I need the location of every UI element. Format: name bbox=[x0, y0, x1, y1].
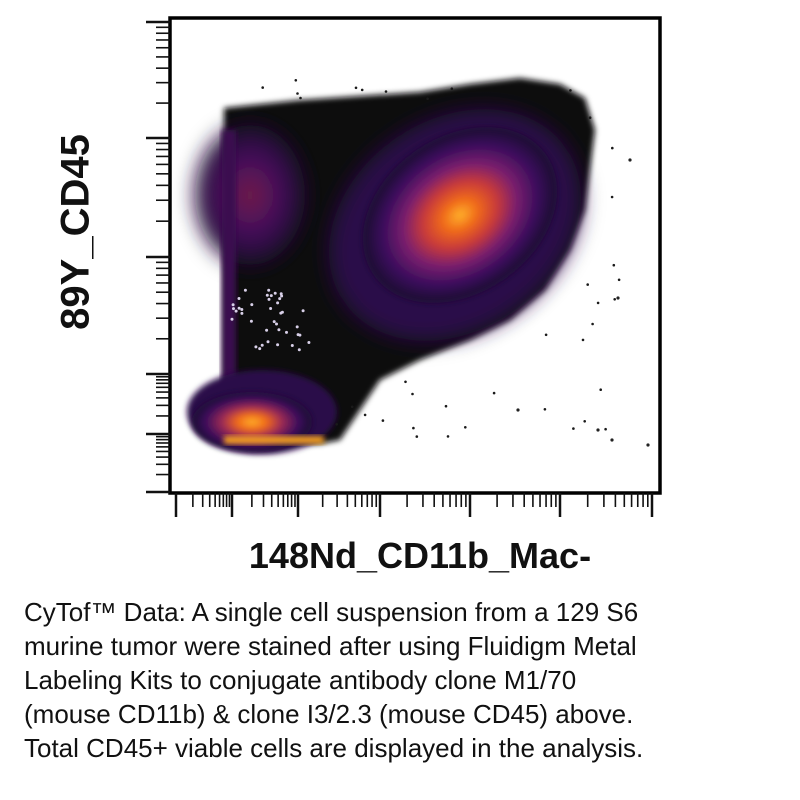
plot-frame bbox=[168, 16, 662, 495]
event-dot bbox=[586, 283, 589, 286]
event-dot bbox=[261, 86, 265, 89]
event-dot bbox=[583, 420, 586, 423]
caption-line: CyTof™ Data: A single cell suspension fr… bbox=[24, 597, 639, 627]
event-dot bbox=[307, 341, 311, 344]
event-dot bbox=[276, 343, 280, 347]
event-dot bbox=[265, 328, 269, 332]
event-dot bbox=[296, 92, 299, 95]
event-dot bbox=[266, 340, 270, 344]
event-dot bbox=[269, 307, 273, 310]
event-dot bbox=[280, 310, 284, 314]
event-dot bbox=[267, 288, 271, 292]
event-dot bbox=[569, 89, 572, 92]
event-dot bbox=[628, 158, 632, 162]
event-dot bbox=[610, 438, 614, 442]
event-dot bbox=[450, 87, 454, 90]
density-layer bbox=[187, 78, 595, 454]
x-axis-ticks bbox=[174, 493, 654, 517]
figure-caption: CyTof™ Data: A single cell suspension fr… bbox=[24, 595, 784, 765]
event-dot bbox=[276, 301, 280, 305]
event-dot bbox=[249, 319, 253, 323]
y-axis-label: 89Y_CD45 bbox=[53, 134, 98, 330]
event-dot bbox=[272, 320, 276, 324]
event-dot bbox=[412, 426, 415, 430]
event-dot bbox=[411, 392, 414, 396]
event-dot bbox=[613, 298, 616, 301]
event-dot bbox=[616, 296, 620, 300]
event-dot bbox=[273, 291, 277, 295]
event-dot bbox=[232, 307, 235, 311]
event-dot bbox=[588, 116, 592, 119]
event-dot bbox=[596, 301, 600, 305]
y-axis-ticks bbox=[146, 20, 170, 494]
event-dot bbox=[290, 344, 294, 347]
event-dot bbox=[360, 88, 364, 92]
event-dot bbox=[444, 404, 448, 408]
event-dot bbox=[267, 297, 271, 301]
event-dot bbox=[426, 97, 429, 100]
event-dot bbox=[278, 297, 282, 301]
event-dot bbox=[599, 388, 602, 392]
event-dot bbox=[240, 308, 244, 311]
event-dot bbox=[610, 195, 614, 199]
event-dot bbox=[237, 297, 241, 300]
event-dot bbox=[279, 292, 283, 296]
event-dot bbox=[384, 90, 388, 93]
event-dot bbox=[591, 322, 594, 326]
event-dot bbox=[404, 380, 407, 384]
event-dot bbox=[350, 405, 354, 409]
event-dot bbox=[299, 96, 302, 100]
event-dot bbox=[464, 426, 467, 429]
event-dot bbox=[294, 79, 298, 82]
event-dot bbox=[277, 328, 281, 332]
event-dot bbox=[297, 348, 301, 352]
event-dot bbox=[275, 322, 278, 326]
x-axis-label: 148Nd_CD11b_Mac- bbox=[248, 535, 592, 576]
event-dot bbox=[237, 306, 241, 310]
event-dot bbox=[335, 423, 339, 426]
event-dot bbox=[516, 408, 520, 412]
event-dot bbox=[363, 413, 367, 417]
event-dot bbox=[258, 347, 262, 351]
event-dot bbox=[240, 311, 244, 315]
event-dot bbox=[269, 294, 273, 298]
event-dot bbox=[596, 428, 600, 432]
event-dot bbox=[250, 303, 254, 307]
event-dot bbox=[646, 443, 650, 447]
left-edge-band bbox=[222, 130, 236, 430]
event-dot bbox=[415, 435, 419, 438]
event-dot bbox=[285, 330, 288, 334]
left-cluster bbox=[195, 125, 305, 265]
event-dot bbox=[234, 309, 238, 313]
event-dot bbox=[612, 263, 616, 267]
event-dot bbox=[295, 325, 299, 329]
event-dot bbox=[301, 309, 305, 313]
event-dot bbox=[381, 419, 385, 422]
caption-line: Total CD45+ viable cells are displayed i… bbox=[24, 733, 644, 763]
event-dot bbox=[611, 146, 614, 150]
event-dot bbox=[604, 427, 607, 431]
event-dot bbox=[543, 408, 547, 411]
caption-line: murine tumor were stained after using Fl… bbox=[24, 631, 637, 661]
event-dot bbox=[254, 345, 258, 349]
caption-line: Labeling Kits to conjugate antibody clon… bbox=[24, 665, 577, 695]
event-dot bbox=[617, 278, 621, 282]
outlier-dots bbox=[230, 79, 650, 447]
event-dot bbox=[581, 338, 585, 342]
event-dot bbox=[243, 288, 247, 292]
event-dot bbox=[298, 333, 302, 337]
event-dot bbox=[572, 427, 575, 430]
event-dot bbox=[265, 293, 269, 297]
event-dot bbox=[492, 391, 496, 395]
caption-line: (mouse CD11b) & clone I3/2.3 (mouse CD45… bbox=[24, 699, 634, 729]
event-dot bbox=[354, 86, 358, 90]
main-cluster bbox=[363, 127, 557, 303]
baseline-band bbox=[224, 436, 324, 444]
event-dot bbox=[446, 435, 450, 438]
event-dot bbox=[260, 343, 264, 347]
event-dot bbox=[544, 333, 548, 337]
event-dot bbox=[231, 303, 235, 307]
event-dot bbox=[230, 317, 234, 321]
